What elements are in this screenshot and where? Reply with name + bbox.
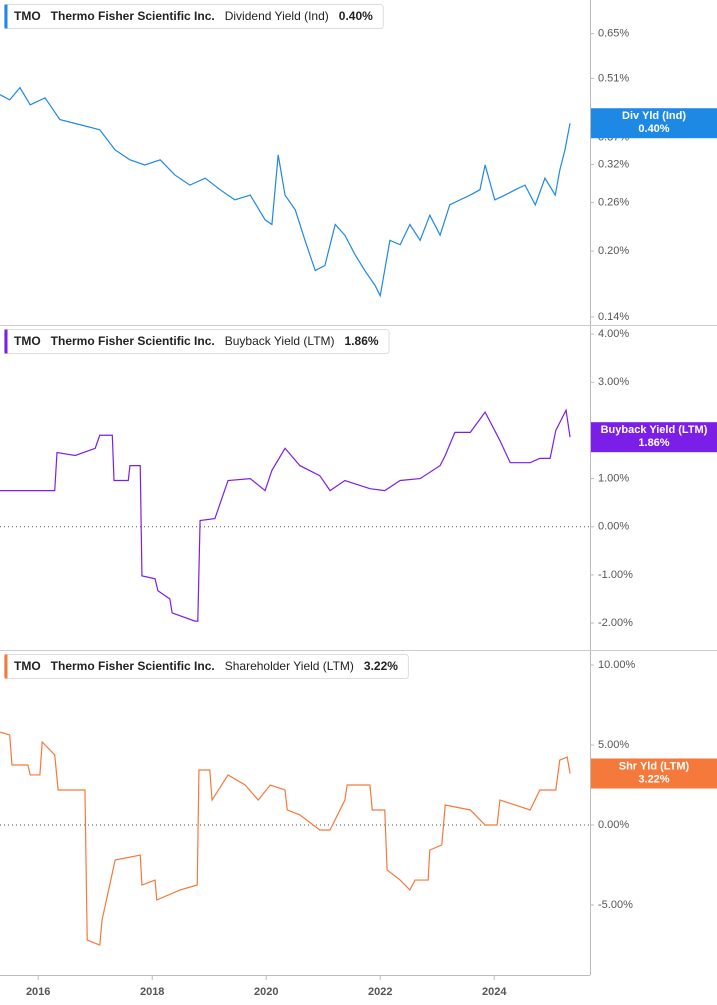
x-tick-label: 2022 (368, 986, 392, 998)
x-tick-label: 2020 (254, 986, 278, 998)
series-line (0, 86, 571, 298)
value-tag (591, 108, 717, 139)
y-tick-label: 3.00% (598, 376, 629, 388)
y-tick-label: -1.00% (598, 569, 633, 581)
y-tick-label: 1.00% (598, 472, 629, 484)
legend: TMO Thermo Fisher Scientific Inc. Buyback … (4, 329, 390, 354)
y-tick-label: -5.00% (598, 899, 633, 911)
x-tick-label: 2016 (26, 986, 50, 998)
y-tick-label: 5.00% (598, 739, 629, 751)
legend-ticker: TMO (14, 659, 41, 673)
x-tick-label: 2024 (482, 986, 507, 998)
legend-value: 0.40% (339, 9, 373, 23)
legend-series: Shareholder Yield (LTM) (225, 659, 354, 673)
value-tag (591, 422, 717, 453)
y-tick-label: 0.26% (598, 197, 629, 209)
legend-ticker: TMO (14, 334, 41, 348)
legend-company: Thermo Fisher Scientific Inc. (51, 334, 215, 348)
legend-series: Buyback Yield (LTM) (225, 334, 335, 348)
x-tick-label: 2018 (140, 986, 164, 998)
legend-ticker: TMO (14, 9, 41, 23)
value-tag-name: Buyback Yield (LTM) (601, 424, 708, 436)
y-tick-label: -2.00% (598, 617, 633, 629)
value-tag-name: Shr Yld (LTM) (619, 760, 690, 772)
legend-series: Dividend Yield (Ind) (225, 9, 329, 23)
y-tick-label: 0.00% (598, 819, 629, 831)
legend-value: 1.86% (345, 334, 379, 348)
legend-value: 3.22% (364, 659, 398, 673)
legend: TMO Thermo Fisher Scientific Inc. Dividend… (4, 4, 384, 29)
y-tick-label: 0.65% (598, 28, 629, 40)
y-tick-label: 0.00% (598, 521, 629, 533)
y-tick-label: 0.20% (598, 245, 629, 257)
legend-swatch (4, 329, 8, 354)
y-tick-label: 0.14% (598, 311, 629, 323)
y-tick-label: 4.00% (598, 328, 629, 340)
value-tag (591, 758, 717, 789)
legend: TMO Thermo Fisher Scientific Inc. Sharehol… (4, 654, 409, 679)
y-tick-label: 0.32% (598, 158, 629, 170)
y-tick-label: 10.00% (598, 659, 636, 671)
legend-swatch (4, 654, 8, 679)
legend-company: Thermo Fisher Scientific Inc. (51, 659, 215, 673)
series-line (0, 408, 571, 622)
legend-company: Thermo Fisher Scientific Inc. (51, 9, 215, 23)
value-tag-value: 0.40% (638, 123, 669, 135)
legend-swatch (4, 4, 8, 29)
value-tag-value: 1.86% (638, 437, 669, 449)
series-line (0, 731, 571, 946)
value-tag-value: 3.22% (638, 773, 669, 785)
value-tag-name: Div Yld (Ind) (622, 110, 686, 122)
y-tick-label: 0.51% (598, 72, 629, 84)
